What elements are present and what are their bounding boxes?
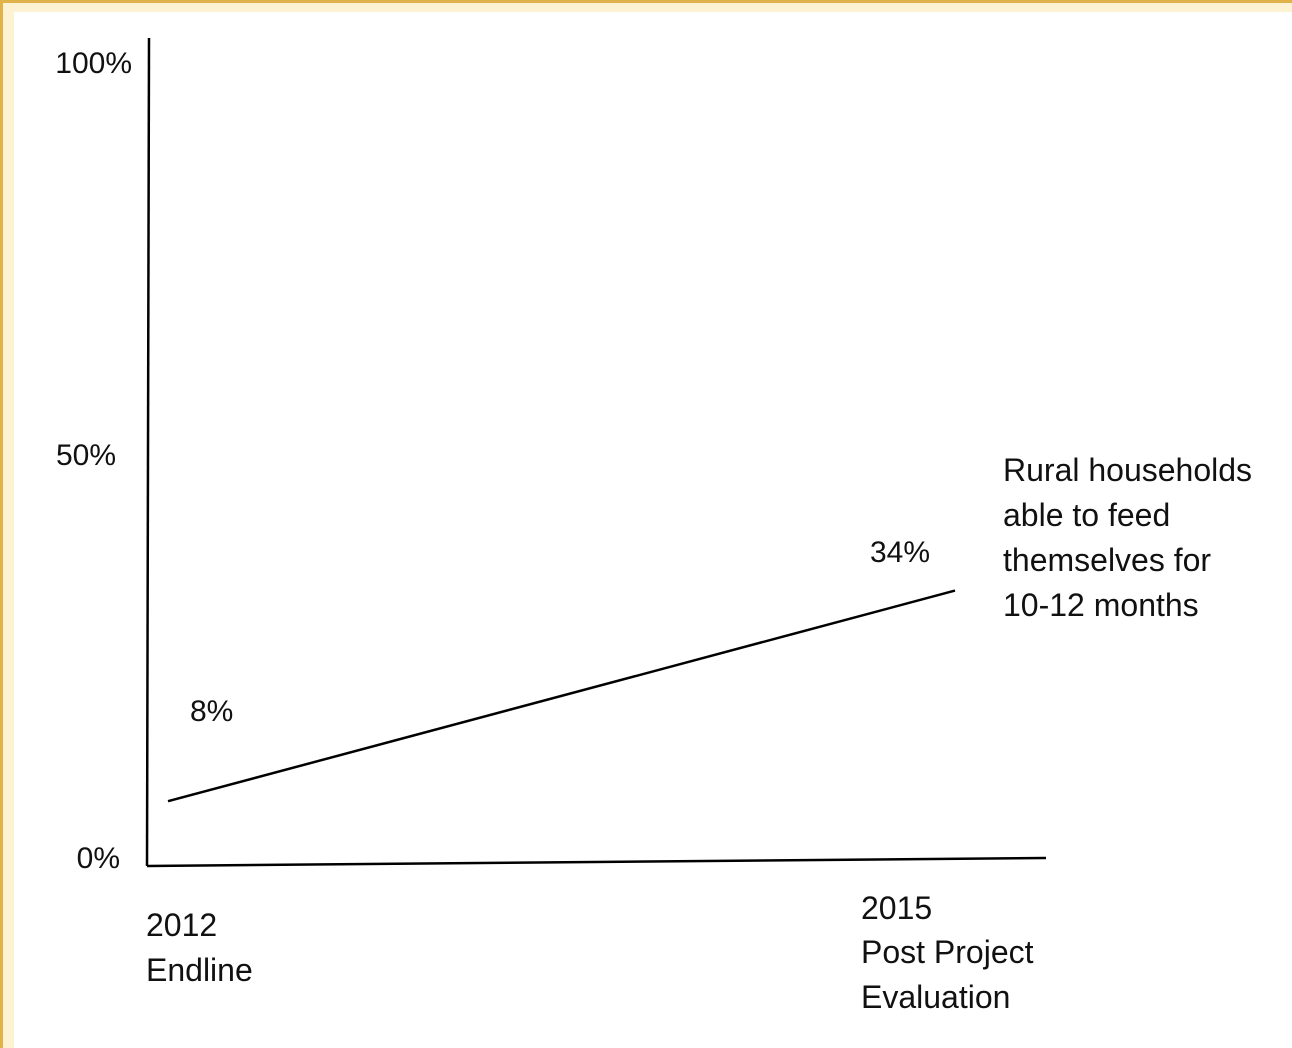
series-line <box>167 589 956 803</box>
series-annotation: Rural households able to feed themselves… <box>1003 452 1252 623</box>
chart-panel <box>14 12 1292 1048</box>
series-annotation-line: 10-12 months <box>1003 587 1199 623</box>
x-tick-label-2015-year: 2015 <box>861 890 932 926</box>
x-axis <box>146 856 1047 868</box>
data-label-2015: 34% <box>870 536 930 569</box>
x-tick-label-2015-label-line1: Post Project <box>861 934 1034 970</box>
y-tick-label-0: 0% <box>77 842 120 875</box>
y-tick-label-50: 50% <box>56 439 116 472</box>
series-annotation-line: able to feed <box>1003 497 1170 533</box>
data-label-2012: 8% <box>190 695 233 728</box>
x-tick-label-2012-label: Endline <box>146 952 253 988</box>
series-annotation-line: themselves for <box>1003 542 1211 578</box>
y-axis <box>145 37 151 867</box>
x-tick-label-2012-year: 2012 <box>146 907 217 943</box>
series-annotation-line: Rural households <box>1003 452 1252 488</box>
x-tick-label-2015-label-line2: Evaluation <box>861 979 1010 1015</box>
y-tick-label-100: 100% <box>55 47 132 80</box>
